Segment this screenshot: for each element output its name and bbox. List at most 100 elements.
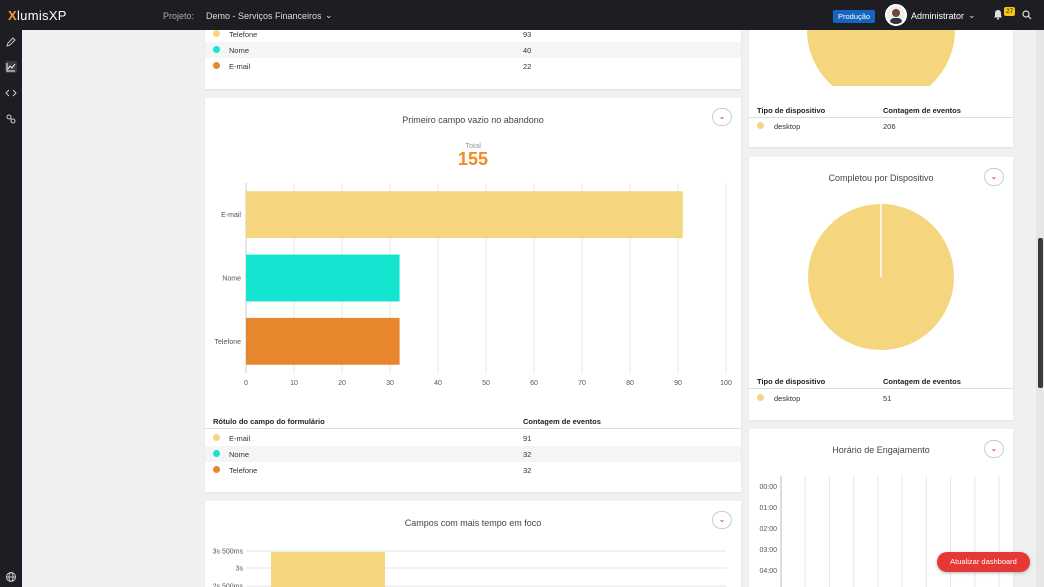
pie-slice-desktop	[807, 30, 955, 86]
row-label: Nome	[229, 450, 250, 459]
logo-mark: X	[8, 8, 17, 23]
legend-dot	[757, 394, 764, 401]
column-header-count: Contagem de eventos	[883, 377, 961, 386]
legend-dot	[213, 30, 220, 37]
x-tick-label: 10	[290, 380, 298, 387]
device-pie-chart	[807, 30, 955, 86]
x-tick-label: 0	[244, 380, 248, 387]
chevron-down-icon: ⌄	[718, 515, 726, 524]
legend-dot	[213, 466, 220, 473]
bell-icon[interactable]	[993, 9, 1003, 20]
environment-badge[interactable]: Produção	[833, 10, 876, 23]
project-selector[interactable]: Demo - Serviços Financeiros	[206, 11, 322, 21]
x-tick-label: 20	[338, 380, 346, 387]
card-title: Horário de Engajamento	[832, 445, 930, 455]
bar-nome	[246, 254, 400, 302]
legend-dot	[213, 46, 220, 53]
top-bar: XlumisXP Projeto: Demo - Serviços Financ…	[0, 0, 1044, 30]
chevron-down-icon[interactable]: ⌄	[325, 10, 333, 20]
column-header-type: Tipo de dispositivo	[757, 106, 826, 115]
first-empty-field-card: Primeiro campo vazio no abandono ⌄ Total…	[205, 98, 741, 492]
table-row: E-mail 22	[205, 58, 741, 74]
row-value: 91	[523, 434, 532, 443]
y-tick-label: 3s 500ms	[213, 549, 244, 556]
device-card: Tipo de dispositivo Contagem de eventos …	[749, 30, 1013, 147]
bar-chart: 0 10 20 30 40 50 60 70 80 90 100 E-mail Nome Telefone	[215, 183, 732, 387]
row-value: 22	[523, 62, 532, 71]
globe-icon[interactable]	[5, 571, 17, 583]
bar-e-mail	[246, 191, 683, 239]
row-label: E-mail	[229, 434, 251, 443]
y-tick-label: 2s 500ms	[213, 584, 244, 587]
notification-count-badge[interactable]: 27	[1004, 7, 1016, 16]
user-avatar-icon	[890, 9, 902, 24]
card-menu-button[interactable]: ⌄	[984, 440, 1004, 458]
row-value: 206	[883, 122, 896, 131]
user-name[interactable]: Administrator	[911, 11, 965, 21]
legend-dot	[213, 450, 220, 457]
row-value: 51	[883, 394, 892, 403]
x-tick-label: 90	[674, 380, 682, 387]
chevron-down-icon: ⌄	[990, 172, 998, 181]
row-label: desktop	[774, 394, 801, 403]
y-tick-label: Telefone	[215, 339, 242, 346]
row-value: 32	[523, 466, 532, 475]
fields-table-card: Telefone 93 Nome 40 E-mail 22	[205, 30, 741, 89]
card-menu-button[interactable]: ⌄	[984, 168, 1004, 186]
row-value: 93	[523, 30, 532, 39]
table-row: Nome 32	[205, 446, 741, 462]
row-value: 40	[523, 46, 532, 55]
y-tick-label: 03:00	[759, 547, 777, 554]
update-dashboard-button[interactable]: Atualizar dashboard	[937, 552, 1030, 572]
scrollbar-thumb[interactable]	[1038, 238, 1043, 388]
row-value: 32	[523, 450, 532, 459]
bar-telefone	[246, 317, 400, 365]
total-value: 155	[457, 149, 489, 169]
column-header-count: Contagem de eventos	[523, 417, 601, 426]
card-menu-button[interactable]: ⌄	[712, 108, 732, 126]
y-tick-label: 02:00	[759, 526, 777, 533]
total-label: Total	[465, 141, 481, 150]
integrations-icon[interactable]	[5, 113, 17, 125]
column-header-label: Rótulo do campo do formulário	[213, 417, 325, 426]
card-menu-button[interactable]: ⌄	[712, 511, 732, 529]
project-label: Projeto:	[163, 11, 195, 21]
divider	[749, 388, 1013, 389]
search-icon[interactable]	[1022, 10, 1032, 20]
chevron-down-icon: ⌄	[990, 444, 998, 453]
divider	[205, 428, 741, 429]
table-row: desktop 206	[749, 118, 1013, 134]
legend-dot	[213, 434, 220, 441]
card-title: Completou por Dispositivo	[828, 173, 934, 183]
code-icon[interactable]	[5, 87, 17, 99]
legend-dot	[213, 62, 220, 69]
avatar[interactable]	[885, 4, 907, 26]
logo[interactable]: XlumisXP	[8, 8, 67, 23]
table-row: desktop 51	[749, 390, 1013, 406]
row-label: Telefone	[229, 466, 258, 475]
completed-by-device-card: Completou por Dispositivo ⌄ Tipo de disp…	[749, 157, 1013, 420]
card-title: Campos com mais tempo em foco	[404, 518, 542, 528]
logo-text: lumisXP	[16, 8, 67, 23]
y-tick-label: E-mail	[221, 212, 241, 219]
analytics-chart-icon[interactable]	[5, 61, 17, 73]
chevron-down-icon[interactable]: ⌄	[968, 10, 976, 20]
row-label: Telefone	[229, 30, 258, 39]
table-row: Telefone 93	[205, 26, 741, 42]
table-row: E-mail 91	[205, 430, 741, 446]
row-label: desktop	[774, 122, 801, 131]
focus-bar-chart: 3s 500ms 3s 2s 500ms	[213, 549, 726, 587]
chevron-down-icon: ⌄	[718, 112, 726, 121]
divider	[749, 117, 1013, 118]
card-title: Primeiro campo vazio no abandono	[402, 115, 544, 125]
y-tick-label: 00:00	[759, 484, 777, 491]
table-row: Telefone 32	[205, 462, 741, 478]
row-label: Nome	[229, 46, 250, 55]
completed-pie-chart	[808, 204, 954, 350]
sidebar	[0, 30, 22, 587]
y-tick-label: 3s	[236, 566, 244, 573]
pencil-icon[interactable]	[5, 36, 17, 48]
y-tick-label: 01:00	[759, 505, 777, 512]
bar-focus-time	[271, 552, 385, 587]
x-tick-label: 80	[626, 380, 634, 387]
